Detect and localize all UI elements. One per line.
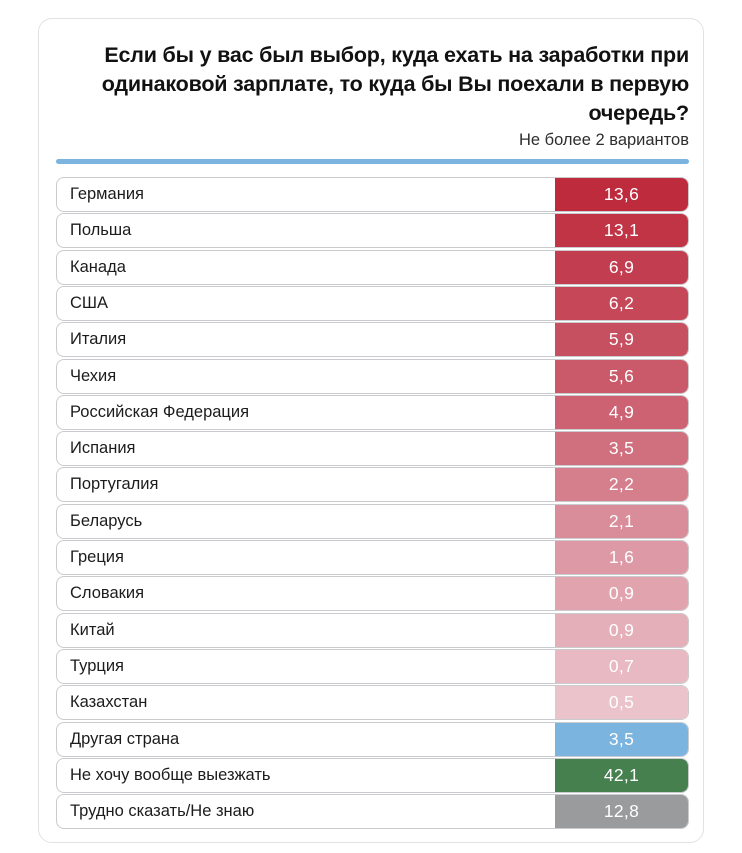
bar-value: 13,1 — [603, 220, 640, 241]
bar-value: 3,5 — [608, 438, 635, 459]
bar-value: 4,9 — [608, 401, 635, 422]
bar-label: Не хочу вообще выезжать — [70, 765, 271, 784]
bar-value-cell: 2,2 — [555, 468, 688, 502]
bar-label: Германия — [70, 185, 144, 204]
bar-row: Словакия 0,9 — [56, 576, 689, 612]
bar-value: 12,8 — [603, 801, 640, 822]
bar-label: Российская Федерация — [70, 402, 250, 421]
bar-value: 13,6 — [603, 184, 640, 205]
bar-value-cell: 0,9 — [555, 613, 688, 647]
chart-subtitle: Не более 2 вариантов — [518, 131, 689, 150]
bar-label: Италия — [70, 330, 127, 349]
bar-label: Словакия — [70, 584, 145, 603]
bar-row: Трудно сказать/Не знаю 12,8 — [56, 794, 689, 830]
bar-row: Чехия 5,6 — [56, 358, 689, 394]
bar-row: Канада 6,9 — [56, 249, 689, 285]
bar-label: Другая страна — [70, 729, 180, 748]
bar-value: 0,5 — [608, 692, 635, 713]
title-divider — [56, 159, 689, 165]
bar-value: 2,1 — [608, 510, 635, 531]
bar-value-cell: 6,9 — [555, 250, 688, 284]
bar-label: Чехия — [70, 366, 117, 385]
bar-label: Турция — [70, 656, 124, 675]
bar-value: 6,2 — [608, 292, 635, 313]
bar-label: США — [70, 293, 109, 312]
bar-row: Казахстан 0,5 — [56, 685, 689, 721]
bar-value: 0,9 — [608, 583, 635, 604]
bar-value: 42,1 — [603, 764, 640, 785]
bar-value: 5,6 — [608, 365, 635, 386]
survey-card: Если бы у вас был выбор, куда ехать на з… — [38, 18, 704, 843]
bar-label: Трудно сказать/Не знаю — [70, 802, 255, 821]
bar-value-cell: 0,7 — [555, 649, 688, 683]
bar-value: 2,2 — [608, 474, 635, 495]
bar-row: Испания 3,5 — [56, 431, 689, 467]
bar-label: Китай — [70, 620, 115, 639]
bar-label: Португалия — [70, 475, 159, 494]
bar-row: Беларусь 2,1 — [56, 503, 689, 539]
bar-row: Германия 13,6 — [56, 177, 689, 213]
bar-value: 0,9 — [608, 619, 635, 640]
bar-value-cell: 3,5 — [555, 722, 688, 756]
bar-value-cell: 13,1 — [555, 214, 688, 248]
bar-value-cell: 4,9 — [555, 395, 688, 429]
bar-value: 1,6 — [608, 547, 635, 568]
bar-value-cell: 0,5 — [555, 686, 688, 720]
bar-row: Не хочу вообще выезжать 42,1 — [56, 757, 689, 793]
bar-label: Беларусь — [70, 511, 143, 530]
bar-row: Китай 0,9 — [56, 612, 689, 648]
bar-row: Российская Федерация 4,9 — [56, 394, 689, 430]
bar-row: Греция 1,6 — [56, 540, 689, 576]
bar-row: Другая страна 3,5 — [56, 721, 689, 757]
bar-value: 3,5 — [608, 728, 635, 749]
bar-value-cell: 0,9 — [555, 577, 688, 611]
bar-value-cell: 42,1 — [555, 758, 688, 792]
bar-row: Италия 5,9 — [56, 322, 689, 358]
bar-value: 0,7 — [608, 655, 635, 676]
bar-row: Турция 0,7 — [56, 648, 689, 684]
bar-value-cell: 1,6 — [555, 541, 688, 575]
bar-value-cell: 3,5 — [555, 432, 688, 466]
bar-value-cell: 5,6 — [555, 359, 688, 393]
bar-label: Греция — [70, 548, 124, 567]
bar-value-cell: 12,8 — [555, 795, 688, 829]
bar-value-cell: 13,6 — [555, 178, 688, 212]
bar-value: 6,9 — [608, 256, 635, 277]
bar-value-cell: 6,2 — [555, 286, 688, 320]
bar-list: Германия 13,6 Польша 13,1 Канада 6,9 США… — [56, 177, 689, 830]
bar-label: Испания — [70, 439, 136, 458]
bar-label: Канада — [70, 257, 126, 276]
bar-value: 5,9 — [608, 329, 635, 350]
chart-title: Если бы у вас был выбор, куда ехать на з… — [101, 43, 689, 126]
bar-row: Португалия 2,2 — [56, 467, 689, 503]
bar-row: Польша 13,1 — [56, 213, 689, 249]
bar-value-cell: 5,9 — [555, 323, 688, 357]
bar-label: Казахстан — [70, 693, 148, 712]
bar-row: США 6,2 — [56, 285, 689, 321]
bar-value-cell: 2,1 — [555, 504, 688, 538]
bar-label: Польша — [70, 221, 132, 240]
